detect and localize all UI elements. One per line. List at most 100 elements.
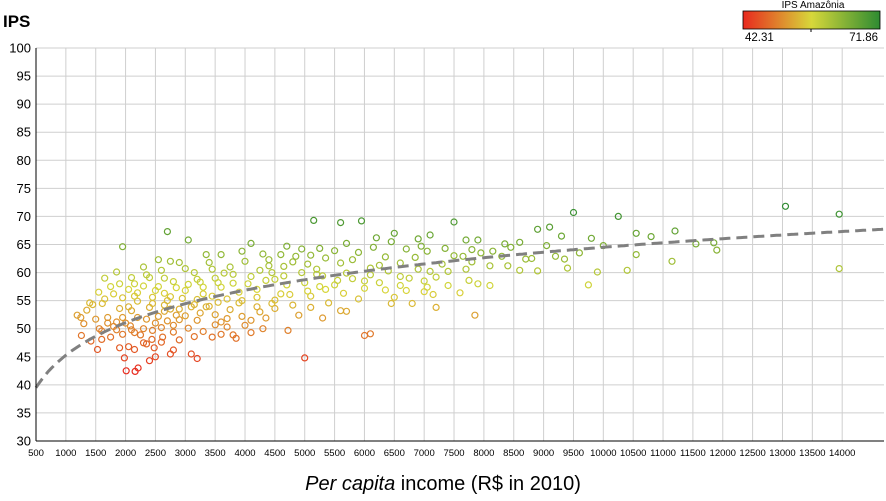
data-point [125, 343, 133, 351]
data-point [366, 330, 374, 338]
data-point [199, 290, 207, 298]
y-tick-label: 35 [17, 405, 31, 420]
data-point [211, 311, 219, 319]
legend-max-label: 71.86 [849, 32, 878, 44]
color-legend: IPS Amazônia 42.31 71.86 [742, 0, 881, 44]
data-point [298, 269, 306, 277]
y-tick-label: 70 [17, 209, 31, 224]
y-tick-label: 30 [17, 434, 31, 449]
data-point [474, 236, 482, 244]
data-point [357, 217, 366, 225]
scatter-points [73, 202, 843, 375]
data-point [268, 299, 276, 308]
y-tick-label: 100 [9, 41, 31, 56]
x-tick-label: 10500 [620, 448, 646, 459]
data-point [444, 281, 452, 290]
x-tick-label: 10000 [590, 448, 616, 459]
data-point [130, 345, 139, 354]
data-point [101, 274, 109, 282]
data-point [133, 297, 142, 305]
x-tick-labels: 500 1000 1500 2000 2500 3000 3500 4000 4500 5000 5… [28, 448, 855, 459]
x-tick-label: 5000 [294, 448, 315, 459]
data-point [647, 233, 655, 241]
data-point [169, 321, 177, 329]
data-point [172, 284, 180, 292]
data-point [292, 252, 300, 260]
data-point [211, 321, 219, 329]
data-point [98, 335, 106, 343]
data-point [432, 273, 440, 281]
data-point [139, 263, 148, 271]
data-point [372, 234, 380, 242]
data-point [205, 302, 213, 310]
data-point [139, 325, 148, 333]
data-point [247, 272, 255, 281]
x-axis-title-rest: income (R$ in 2010) [395, 473, 581, 495]
data-point [271, 304, 279, 313]
data-point [118, 243, 127, 251]
data-point [163, 228, 171, 236]
data-point [106, 333, 115, 341]
data-point [262, 276, 270, 284]
data-point [468, 246, 476, 254]
data-point [226, 263, 234, 271]
data-point [193, 316, 201, 324]
legend-min-label: 42.31 [745, 32, 774, 44]
data-point [193, 354, 201, 363]
x-tick-label: 12500 [739, 448, 765, 459]
data-point [307, 292, 315, 300]
data-point [154, 256, 162, 264]
y-tick-label: 45 [17, 349, 31, 364]
data-point [304, 287, 312, 295]
x-tick-label: 3500 [205, 448, 226, 459]
data-point [471, 311, 479, 319]
data-point [429, 290, 437, 299]
data-point [835, 265, 843, 273]
x-tick-label: 4500 [264, 448, 285, 459]
data-point [178, 294, 186, 302]
x-tick-label: 13000 [769, 448, 795, 459]
data-point [284, 326, 292, 334]
data-point [253, 293, 261, 301]
data-point [474, 280, 482, 288]
data-point [545, 223, 554, 231]
data-point [247, 316, 255, 324]
data-point [310, 216, 318, 224]
data-point [169, 278, 177, 286]
data-point [127, 274, 136, 282]
data-point [286, 290, 294, 299]
data-point [632, 229, 640, 237]
data-point [781, 202, 790, 210]
x-tick-label: 6500 [384, 448, 405, 459]
x-axis-title-italic: Per capita [305, 473, 395, 495]
data-point [115, 304, 124, 313]
data-point [304, 260, 312, 268]
data-point [360, 284, 369, 292]
x-axis-title: Per capita income (R$ in 2010) [305, 473, 581, 495]
data-point [112, 268, 121, 276]
data-point [154, 283, 162, 291]
data-point [190, 301, 198, 309]
data-point [381, 253, 389, 261]
data-point [160, 301, 168, 309]
data-point [489, 247, 497, 255]
data-point [456, 289, 464, 297]
data-point [157, 266, 165, 274]
data-point [369, 243, 377, 251]
x-tick-label: 500 [28, 448, 44, 459]
data-point [205, 258, 213, 267]
data-point [247, 239, 255, 247]
data-point [560, 255, 569, 263]
data-point [181, 265, 189, 273]
data-point [259, 325, 267, 333]
data-point [477, 249, 485, 257]
data-point [238, 312, 246, 320]
y-tick-label: 85 [17, 125, 31, 140]
data-point [142, 340, 151, 348]
data-point [118, 313, 127, 322]
data-point [450, 252, 458, 260]
data-point [125, 285, 133, 293]
x-tick-label: 8000 [473, 448, 494, 459]
data-point [77, 313, 85, 322]
